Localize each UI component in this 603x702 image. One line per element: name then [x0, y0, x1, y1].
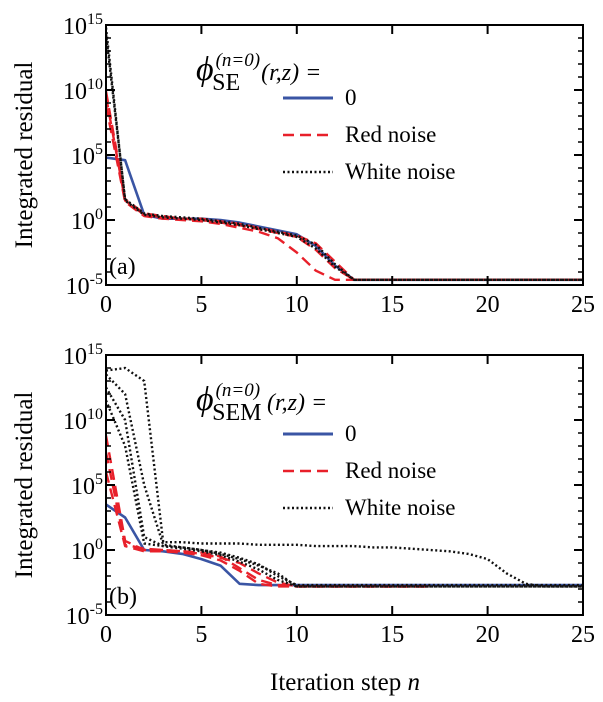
panel-b-legend-title: ϕ (n=0) SEM (r,z) = — [196, 380, 327, 426]
panel-a-x-tick-label: 10 — [285, 292, 309, 318]
x-axis-label: Iteration step n — [270, 669, 420, 696]
panel-b-y-tick-label: 1015 — [63, 341, 103, 370]
panel-a-x-tick-label: 5 — [195, 292, 207, 318]
panel-a-legend-entry-red-noise: Red noise — [345, 122, 436, 147]
panel-b-x-tick-label: 25 — [571, 622, 595, 648]
panel-a-x-tick-label: 20 — [476, 292, 500, 318]
panel-a-series-white-noise-line-2 — [106, 33, 583, 281]
panel-a-legend-title: ϕ (n=0) SE (r,z) = — [196, 50, 321, 96]
panel-a-axes-frame — [105, 24, 584, 286]
panel-a-y-tick-label: 105 — [71, 141, 103, 170]
panel-b-series-white-noise-line-4 — [106, 386, 583, 587]
panel-a-x-tick-label: 0 — [100, 292, 112, 318]
panel-b-series-white-noise-line-3 — [106, 400, 583, 588]
panel-a-y-axis-label: Integrated residual — [11, 62, 38, 249]
panel-a-legend-entry-0: 0 — [345, 85, 357, 110]
panel-a-legend-entry-white-noise: White noise — [345, 159, 456, 184]
panel-a-y-tick-label: 1015 — [63, 11, 103, 40]
panel-b-y-axis-label: Integrated residual — [11, 392, 38, 579]
panel-b-y-tick-label: 1010 — [63, 406, 103, 435]
panel-b-legend-entry-white-noise: White noise — [345, 495, 456, 520]
panel-b-legend-entry-0: 0 — [345, 421, 357, 446]
panel-b-x-tick-label: 0 — [100, 622, 112, 648]
panel-b-x-tick-label: 10 — [285, 622, 309, 648]
panel-a-y-tick-label: 10-5 — [66, 271, 103, 300]
panel-b-legend-entry-red-noise: Red noise — [345, 458, 436, 483]
panel-b-panel-label: (b) — [109, 584, 137, 610]
panel-b-x-tick-label: 15 — [380, 622, 404, 648]
panel-b-series-lines — [106, 366, 583, 588]
panel-b-x-tick-label: 5 — [195, 622, 207, 648]
panel-a-y-tick-label: 1010 — [63, 76, 103, 105]
panel-b-x-tick-label: 20 — [476, 622, 500, 648]
panel-a-x-tick-label: 25 — [571, 292, 595, 318]
panel-a-series-white-noise-line-1 — [106, 27, 583, 281]
panel-a-series-lines — [106, 27, 583, 282]
panel-b-y-tick-label: 10-5 — [66, 601, 103, 630]
panel-a-panel-label: (a) — [109, 254, 136, 280]
panel-a-x-tick-label: 15 — [380, 292, 404, 318]
panel-b-y-tick-label: 105 — [71, 471, 103, 500]
panel-a-series-red-noise-line-2 — [106, 105, 583, 281]
panel-a-series-red-noise-line-3 — [106, 91, 583, 281]
panel-b-y-tick-label: 100 — [71, 536, 103, 565]
panel-a-y-tick-label: 100 — [71, 206, 103, 235]
panel-b-series-red-noise-line-3 — [106, 471, 431, 588]
